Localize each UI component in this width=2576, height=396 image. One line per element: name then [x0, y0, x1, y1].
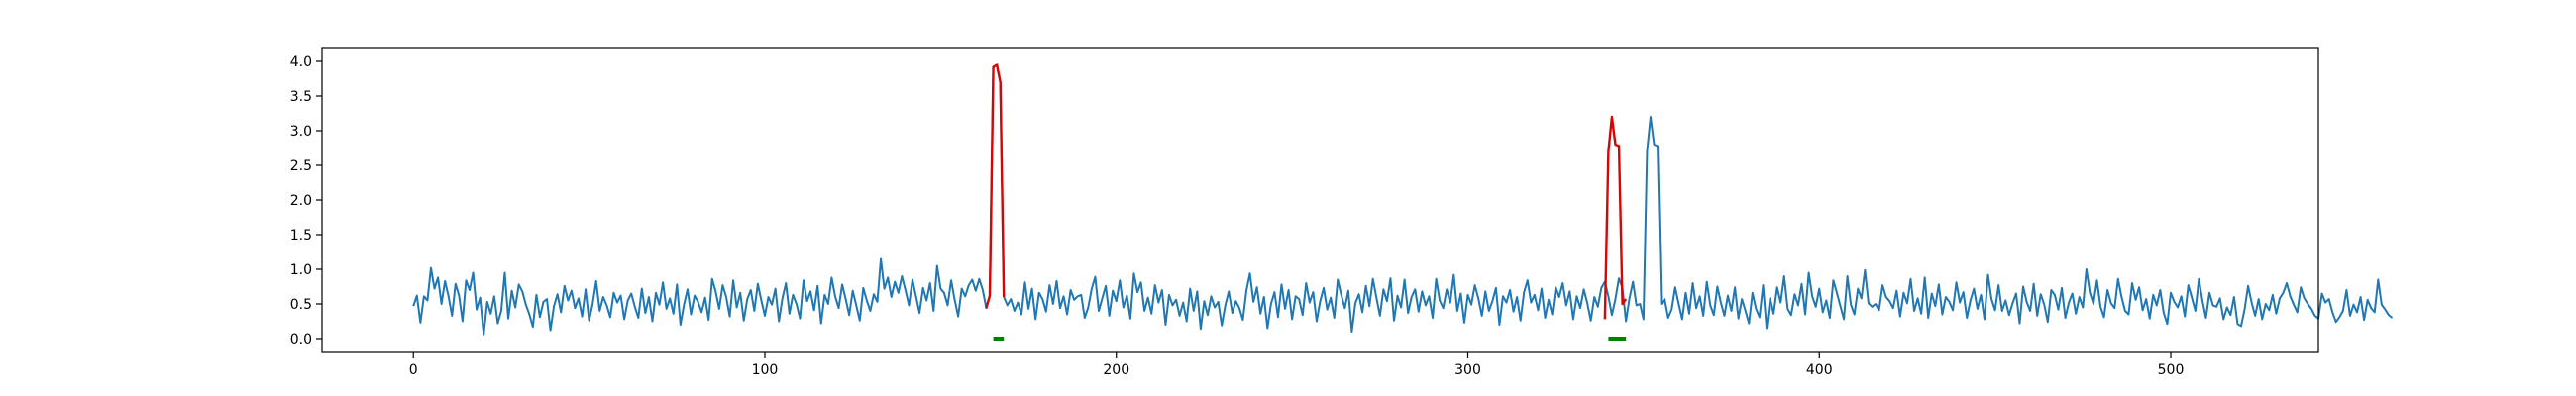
- signal-series: [412, 63, 2394, 336]
- y-tick-label: 0.5: [290, 297, 312, 313]
- plot-frame: [321, 47, 2319, 353]
- y-tick-label: 3.0: [290, 124, 312, 140]
- x-tick-label: 300: [1454, 362, 1481, 378]
- x-tick-label: 500: [2158, 362, 2185, 378]
- x-tick-label: 100: [752, 362, 779, 378]
- anomaly-segment-1: [985, 63, 1006, 309]
- anomaly-series: [985, 63, 1628, 320]
- x-tick-label: 400: [1806, 362, 1833, 378]
- y-tick-label: 1.5: [290, 228, 312, 244]
- x-tick-label: 200: [1103, 362, 1129, 378]
- y-tick-label: 0.0: [290, 332, 312, 347]
- axes: 0 100 200 300 400 500 0.0 0.5 1.0 1.5 2.0 2.5 3.0 3.5…: [290, 54, 2185, 378]
- y-tick-label: 3.5: [290, 89, 312, 105]
- anomaly-segment-2: [1603, 115, 1628, 320]
- y-tick-label: 2.5: [290, 158, 312, 174]
- y-tick-label: 1.0: [290, 262, 312, 278]
- signal-line: [412, 63, 2394, 336]
- y-tick-label: 4.0: [290, 54, 312, 70]
- y-tick-label: 2.0: [290, 193, 312, 209]
- x-tick-label: 0: [409, 362, 418, 378]
